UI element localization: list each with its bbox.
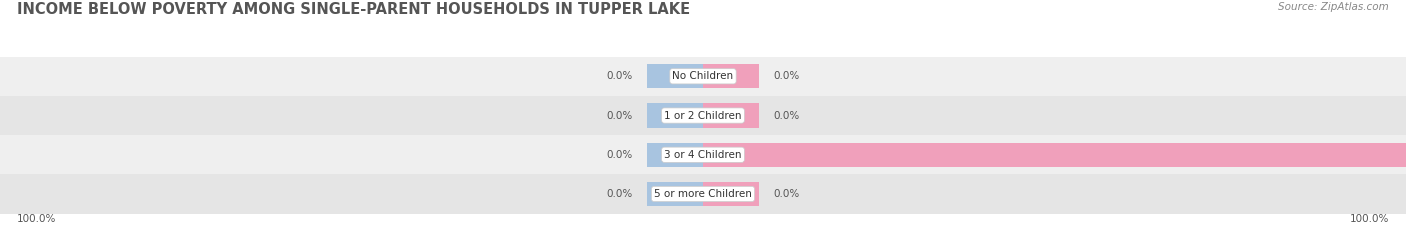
Text: 0.0%: 0.0%	[606, 71, 633, 81]
Text: 0.0%: 0.0%	[606, 189, 633, 199]
Text: 0.0%: 0.0%	[773, 110, 800, 120]
Text: 5 or more Children: 5 or more Children	[654, 189, 752, 199]
Bar	[0, 96, 1406, 135]
Text: 100.0%: 100.0%	[1350, 214, 1389, 224]
Text: 0.0%: 0.0%	[773, 71, 800, 81]
Bar	[703, 103, 759, 128]
Text: INCOME BELOW POVERTY AMONG SINGLE-PARENT HOUSEHOLDS IN TUPPER LAKE: INCOME BELOW POVERTY AMONG SINGLE-PARENT…	[17, 2, 690, 17]
Text: Source: ZipAtlas.com: Source: ZipAtlas.com	[1278, 2, 1389, 12]
Bar	[647, 182, 703, 206]
Bar	[0, 174, 1406, 214]
Bar	[0, 57, 1406, 96]
Text: 0.0%: 0.0%	[606, 110, 633, 120]
Bar	[0, 135, 1406, 174]
Text: No Children: No Children	[672, 71, 734, 81]
Text: 100.0%: 100.0%	[17, 214, 56, 224]
Text: 0.0%: 0.0%	[606, 150, 633, 160]
Bar	[703, 182, 759, 206]
Bar	[703, 143, 1406, 167]
Text: 0.0%: 0.0%	[773, 189, 800, 199]
Bar	[703, 64, 759, 89]
Text: 3 or 4 Children: 3 or 4 Children	[664, 150, 742, 160]
Bar	[647, 64, 703, 89]
Bar	[647, 103, 703, 128]
Bar	[647, 143, 703, 167]
Text: 1 or 2 Children: 1 or 2 Children	[664, 110, 742, 120]
